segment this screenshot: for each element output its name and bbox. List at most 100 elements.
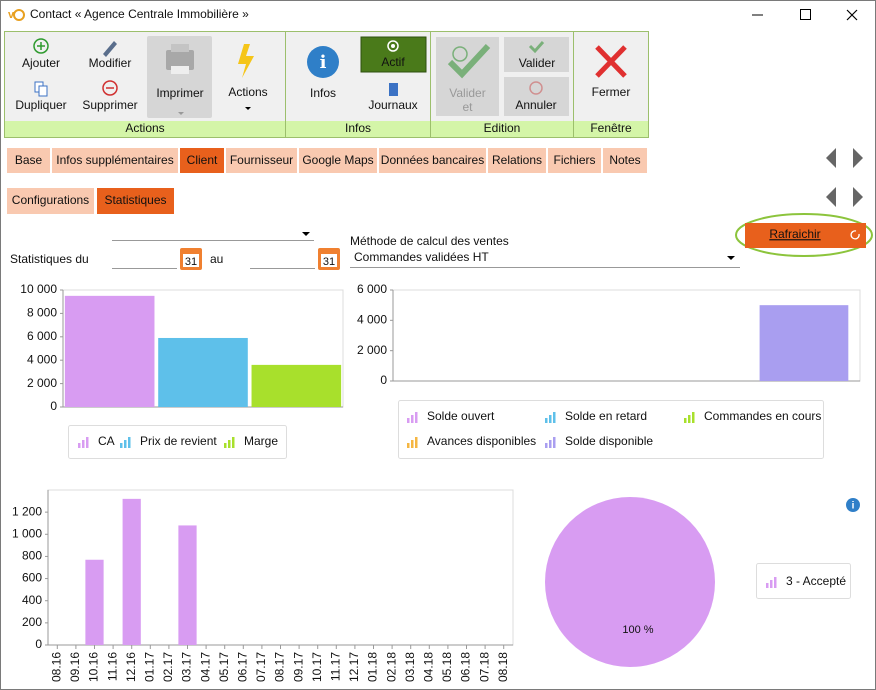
bar <box>122 498 141 645</box>
ribbon-button[interactable]: Modifier <box>89 56 132 70</box>
ribbon-button[interactable]: Dupliquer <box>15 98 66 112</box>
tab[interactable] <box>180 148 224 173</box>
tab-label[interactable]: Client <box>187 153 218 167</box>
x-tick-label: 03.17 <box>180 652 194 682</box>
legend-label[interactable]: Solde en retard <box>565 409 647 423</box>
tab[interactable] <box>488 148 546 173</box>
y-tick-label: 800 <box>22 549 42 563</box>
x-tick-label: 02.17 <box>161 652 175 682</box>
legend-icon <box>411 415 414 423</box>
method-select[interactable]: Commandes validées HT <box>354 250 489 264</box>
x-tick-label: 11.16 <box>105 652 119 681</box>
tab[interactable] <box>7 148 50 173</box>
maximize-button[interactable] <box>800 9 811 20</box>
to-label: au <box>210 252 223 266</box>
calendar-day: 31 <box>323 256 335 268</box>
legend-label[interactable]: 3 - Accepté <box>786 574 846 588</box>
subtab-label[interactable]: Configurations <box>12 193 89 207</box>
legend-icon <box>224 443 227 448</box>
bar <box>251 364 342 407</box>
tab[interactable] <box>548 148 601 173</box>
form-controls <box>112 213 873 270</box>
legend-icon <box>128 437 131 448</box>
pie-slice <box>545 497 715 667</box>
y-tick-label: 1 000 <box>12 526 42 540</box>
y-tick-label: 400 <box>22 593 42 607</box>
x-tick-label: 10.16 <box>87 652 101 682</box>
refresh-button[interactable]: Rafraichir <box>769 227 820 241</box>
tab-label[interactable]: Fichiers <box>553 153 595 167</box>
ribbon-button[interactable]: Infos <box>310 86 336 100</box>
ribbon-button[interactable]: Supprimer <box>82 98 137 112</box>
legend-box <box>756 563 851 599</box>
legend-icon <box>553 412 556 423</box>
ribbon-button[interactable]: Actif <box>381 55 405 69</box>
subtab[interactable] <box>97 188 174 214</box>
legend-label[interactable]: Solde disponible <box>565 434 653 448</box>
tab-label[interactable]: Google Maps <box>302 153 373 167</box>
tab-label[interactable]: Fournisseur <box>230 153 293 167</box>
ribbon-separators <box>285 32 574 137</box>
x-tick-label: 12.16 <box>124 652 138 682</box>
ribbon-button[interactable]: Fermer <box>592 85 631 99</box>
ribbon-button[interactable]: Valider et Ajouter <box>436 86 499 116</box>
close-button[interactable] <box>846 9 858 21</box>
tab[interactable] <box>52 148 178 173</box>
svg-text:v: v <box>8 9 15 21</box>
tab-label[interactable]: Base <box>15 153 43 167</box>
tab[interactable] <box>226 148 297 173</box>
ribbon-button[interactable]: Imprimer <box>156 86 203 100</box>
plot-area <box>47 489 514 646</box>
ribbon-button[interactable]: Annuler <box>515 98 556 112</box>
tab-label[interactable]: Données bancaires <box>381 153 484 167</box>
x-tick-label: 01.18 <box>366 652 380 682</box>
tab[interactable] <box>379 148 486 173</box>
tab-label[interactable]: Relations <box>492 153 542 167</box>
legend-label[interactable]: Marge <box>244 434 278 448</box>
legend-label[interactable]: Solde ouvert <box>427 409 495 423</box>
tab-label[interactable]: Infos supplémentaires <box>56 153 173 167</box>
legend-icon <box>407 443 410 448</box>
app-icon: v <box>8 9 25 21</box>
tab[interactable] <box>299 148 377 173</box>
legend-box <box>398 400 824 459</box>
ribbon-button[interactable]: Ajouter <box>22 56 60 70</box>
subtab[interactable] <box>7 188 94 214</box>
bar <box>178 525 197 645</box>
refresh-button-bg[interactable] <box>745 223 866 248</box>
subtab-label[interactable]: Statistiques <box>104 193 166 207</box>
legend-label[interactable]: CA <box>98 434 115 448</box>
legend-label[interactable]: Commandes en cours <box>704 409 821 423</box>
tab-scroll-arrows[interactable] <box>826 148 863 207</box>
y-tick-label: 0 <box>50 399 57 413</box>
legend-icon <box>766 583 769 588</box>
x-tick-label: 01.17 <box>142 652 156 682</box>
tab[interactable] <box>603 148 647 173</box>
y-tick-label: 6 000 <box>27 329 57 343</box>
ribbon-button[interactable]: Journaux <box>368 98 417 112</box>
tab-label[interactable]: Notes <box>609 153 640 167</box>
y-tick-label: 8 000 <box>27 306 57 320</box>
x-tick-label: 11.17 <box>328 652 342 681</box>
ribbon-icons: i <box>33 36 627 118</box>
y-tick-label: 10 000 <box>20 282 57 296</box>
legend-icon <box>407 418 410 423</box>
bar <box>85 559 104 645</box>
window-title: Contact « Agence Centrale Immobilière » <box>30 7 249 21</box>
legend-label[interactable]: Prix de revient <box>140 434 217 448</box>
y-tick-label: 2 000 <box>27 376 57 390</box>
ribbon-button[interactable]: Actions <box>228 85 267 99</box>
ribbon-button-label: Valider et Ajouter <box>448 86 486 116</box>
pie-label: 100 % <box>622 624 653 636</box>
x-tick-label: 06.18 <box>459 652 473 682</box>
bar <box>759 305 849 381</box>
legend-icon <box>411 440 414 448</box>
bar <box>158 337 248 407</box>
legend-icon <box>692 412 695 423</box>
ribbon-button[interactable]: Valider <box>519 56 555 70</box>
legend-label[interactable]: Avances disponibles <box>427 434 536 448</box>
x-tick-label: 03.18 <box>403 652 417 682</box>
x-tick-label: 08.17 <box>273 652 287 682</box>
ribbon-group-label: Infos <box>345 121 371 135</box>
